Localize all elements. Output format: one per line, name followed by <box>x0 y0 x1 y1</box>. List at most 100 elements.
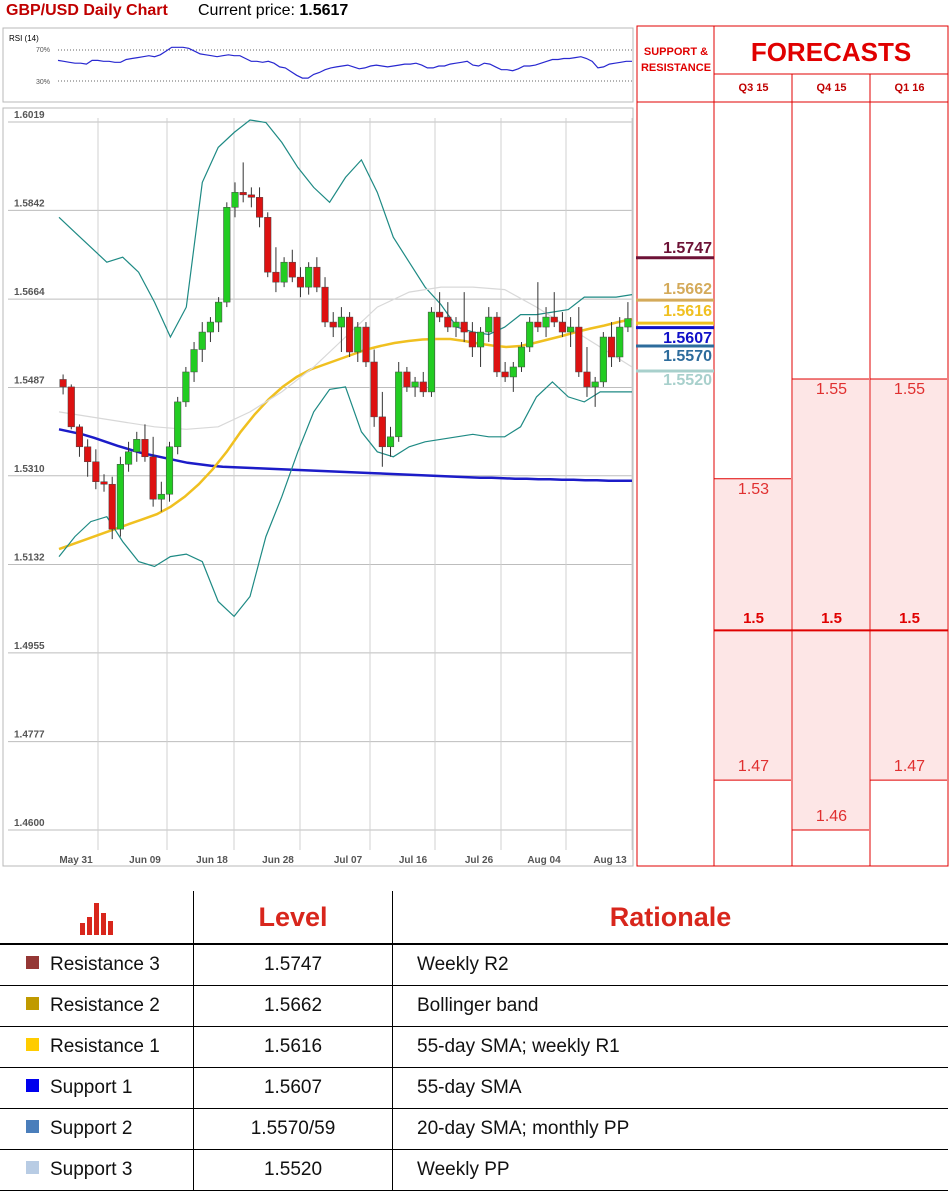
candle <box>419 371 427 397</box>
candle <box>354 322 362 362</box>
candle <box>125 441 133 472</box>
candle <box>92 449 100 490</box>
candle <box>157 481 165 512</box>
candle <box>550 292 558 328</box>
chart-title: GBP/USD Daily Chart <box>6 2 168 19</box>
candle <box>288 249 296 283</box>
candle <box>84 439 92 477</box>
candle <box>329 312 337 338</box>
candle <box>215 297 223 333</box>
legend-swatch <box>26 1161 39 1175</box>
candle <box>403 366 411 392</box>
candle <box>231 182 239 218</box>
x-tick-label: Jul 07 <box>334 855 363 866</box>
candle <box>182 366 190 407</box>
candle <box>386 426 395 457</box>
table-row: Support 3 1.5520 Weekly PP <box>0 1149 948 1191</box>
candle <box>59 374 67 395</box>
candle <box>223 202 231 308</box>
table-row: Resistance 2 1.5662 Bollinger band <box>0 985 948 1027</box>
legend-swatch <box>26 1120 39 1134</box>
y-tick-label: 1.6019 <box>14 110 45 121</box>
level-name: Resistance 3 <box>0 944 194 986</box>
forecast-quarter-header: Q1 16 <box>894 82 925 94</box>
candle <box>190 342 198 382</box>
current-price: Current price: 1.5617 <box>198 2 349 19</box>
forecast-quarter-header: Q4 15 <box>816 82 847 94</box>
y-tick-label: 1.5132 <box>14 553 45 564</box>
candle <box>174 396 182 455</box>
indicator-line <box>58 381 632 618</box>
candle <box>534 282 542 333</box>
indicator-line <box>58 428 632 482</box>
forecast-range <box>793 378 869 830</box>
sr-label: 1.5662 <box>663 281 712 298</box>
candle <box>567 317 575 348</box>
candle <box>607 322 616 367</box>
chart-canvas: RSI (14) 70% 30% 1.6019 1.5842 1.5664 1.548… <box>2 25 949 867</box>
candle <box>370 349 378 427</box>
y-tick-label: 1.5310 <box>14 464 45 475</box>
x-axis-labels: May 31 Jun 09 Jun 18 Jun 28 Jul 07 Jul 16 Jul … <box>59 855 627 866</box>
candle <box>526 317 534 353</box>
bar-chart-icon <box>79 903 113 935</box>
candle <box>624 302 632 333</box>
forecast-base-value: 1.5 <box>899 610 920 628</box>
candle <box>452 317 460 338</box>
candle <box>280 257 288 288</box>
level-value: 1.5662 <box>193 985 393 1027</box>
candle <box>616 317 624 362</box>
sr-label: 1.5520 <box>663 372 712 389</box>
candle <box>272 247 280 293</box>
candle <box>583 347 591 397</box>
table-row: Resistance 1 1.5616 55-day SMA; weekly R1 <box>0 1026 948 1068</box>
forecast-upper-value: 1.55 <box>815 380 848 398</box>
candle <box>591 376 599 407</box>
candle <box>67 384 75 430</box>
rsi-panel <box>2 27 634 103</box>
candle <box>411 376 419 397</box>
x-tick-label: Jun 28 <box>262 855 294 866</box>
y-tick-label: 1.4955 <box>14 641 45 652</box>
levels-table: Level Rationale Resistance 3 1.5747 Weekly… <box>0 891 948 1191</box>
candle <box>239 162 247 203</box>
candle <box>256 187 264 228</box>
sr-label: 1.5616 <box>663 303 712 320</box>
level-value: 1.5520 <box>193 1149 393 1191</box>
y-tick-label: 1.4600 <box>14 818 45 829</box>
rsi-line <box>57 46 632 79</box>
candle <box>321 277 329 328</box>
candle <box>247 187 255 208</box>
forecast-upper-value: 1.53 <box>737 480 770 498</box>
candle <box>501 361 509 382</box>
forecast-range <box>871 378 947 781</box>
rsi-70-label: 70% <box>36 47 50 54</box>
candle <box>460 292 468 343</box>
sr-header: SUPPORT & RESISTANCE <box>640 46 712 74</box>
indicator-line <box>58 317 633 551</box>
legend-swatch <box>26 1079 39 1093</box>
forecast-upper-value: 1.55 <box>893 380 926 398</box>
level-value: 1.5607 <box>193 1067 393 1109</box>
candle <box>108 476 116 540</box>
forecast-lower-value: 1.47 <box>893 758 926 776</box>
levels-table-header: Level Rationale <box>0 891 948 945</box>
candle <box>378 391 386 467</box>
level-name: Support 1 <box>0 1067 194 1109</box>
level-name: Support 3 <box>0 1149 194 1191</box>
level-rationale: 55-day SMA <box>392 1067 948 1109</box>
candle <box>116 456 124 537</box>
forecast-lower-value: 1.46 <box>815 808 848 825</box>
candle <box>395 361 403 442</box>
candle <box>444 302 452 333</box>
legend-swatch <box>26 956 39 970</box>
x-tick-label: Jul 26 <box>465 855 494 866</box>
y-tick-label: 1.5487 <box>14 375 45 386</box>
level-rationale: Bollinger band <box>392 985 948 1027</box>
level-rationale: 20-day SMA; monthly PP <box>392 1108 948 1150</box>
x-tick-label: Jul 16 <box>399 855 428 866</box>
price-panel <box>2 107 634 867</box>
level-value: 1.5747 <box>193 944 393 986</box>
sr-label: 1.5570 <box>663 348 712 365</box>
candle <box>427 307 435 397</box>
